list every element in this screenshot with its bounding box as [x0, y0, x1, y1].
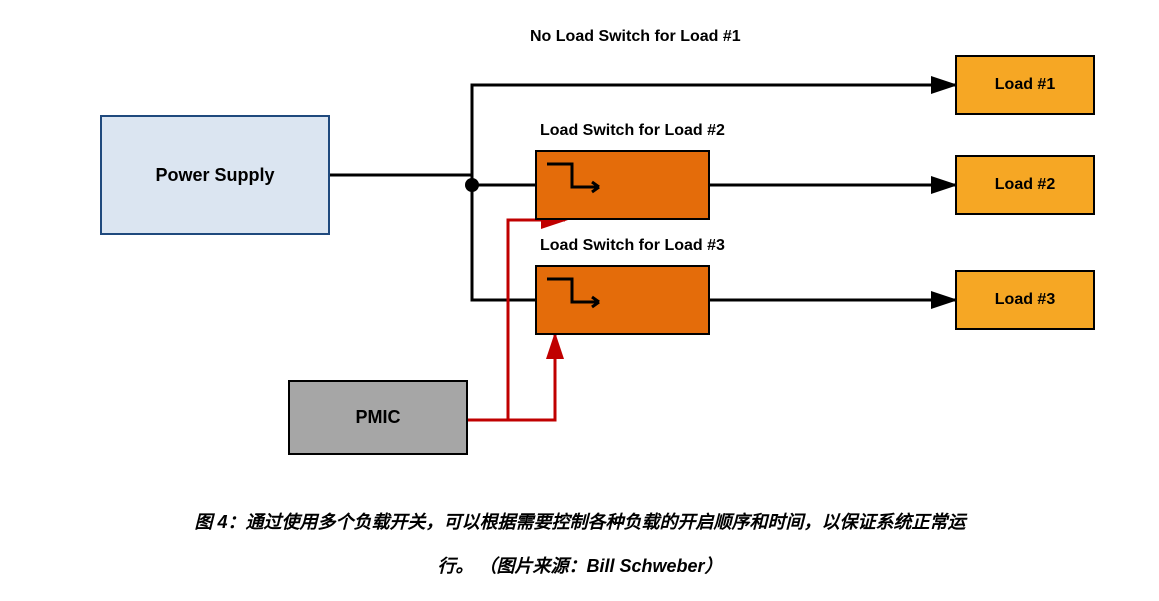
pmic-node: PMIC — [288, 380, 468, 455]
switch-icon — [537, 152, 617, 202]
load-3-label: Load #3 — [995, 291, 1055, 309]
load-2-label: Load #2 — [995, 176, 1055, 194]
load-switch-3-label: Load Switch for Load #3 — [540, 237, 725, 255]
load-3-node: Load #3 — [955, 270, 1095, 330]
load-2-node: Load #2 — [955, 155, 1095, 215]
figure-caption-line1: 图 4：通过使用多个负载开关，可以根据需要控制各种负载的开启顺序和时间，以保证系… — [80, 508, 1080, 534]
load-1-node: Load #1 — [955, 55, 1095, 115]
no-load-switch-1-label: No Load Switch for Load #1 — [530, 28, 741, 46]
switch-icon — [537, 267, 617, 317]
figure-caption-line2: 行。 （图片来源：Bill Schweber） — [80, 552, 1080, 578]
load-switch-2-node — [535, 150, 710, 220]
load-switch-2-label: Load Switch for Load #2 — [540, 122, 725, 140]
pmic-label: PMIC — [356, 407, 401, 428]
power-supply-node: Power Supply — [100, 115, 330, 235]
power-supply-label: Power Supply — [155, 165, 274, 186]
load-switch-3-node — [535, 265, 710, 335]
load-1-label: Load #1 — [995, 76, 1055, 94]
